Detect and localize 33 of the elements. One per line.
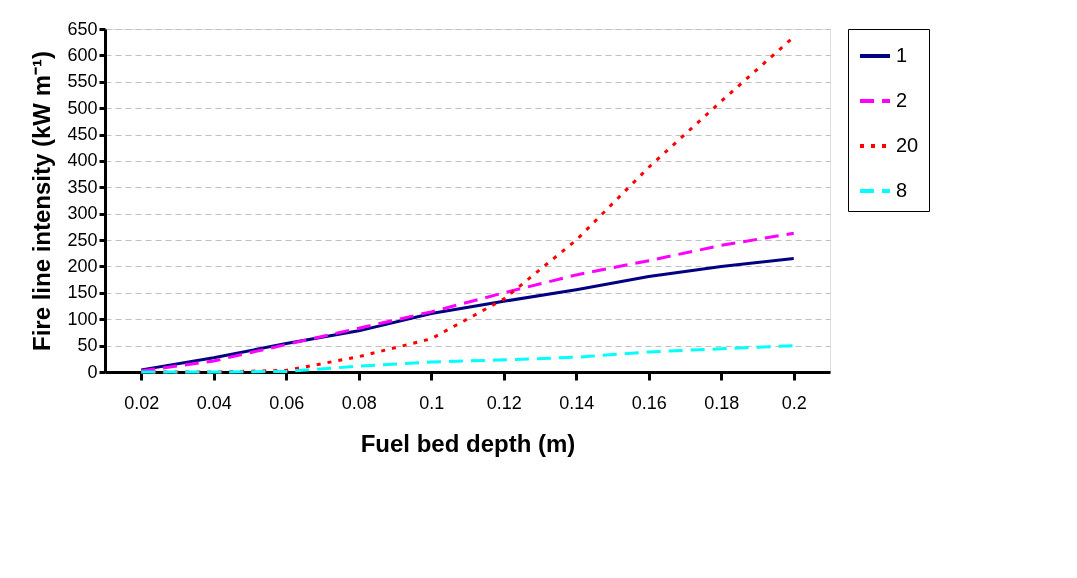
- x-tick-label: 0.02: [124, 392, 160, 413]
- y-tick-label: 100: [67, 308, 98, 329]
- legend-label: 1: [896, 44, 908, 66]
- y-tick-label: 0: [87, 361, 98, 382]
- x-tick-label: 0.16: [631, 392, 667, 413]
- legend-label: 2: [896, 89, 908, 111]
- x-tick-label: 0.08: [341, 392, 377, 413]
- y-tick-label: 550: [67, 71, 98, 92]
- y-tick-label: 300: [67, 203, 98, 224]
- y-tick-label: 400: [67, 150, 98, 171]
- x-axis-title: Fuel bed depth (m): [360, 429, 576, 457]
- x-tick-label: 0.18: [704, 392, 740, 413]
- y-tick-label: 600: [67, 44, 98, 65]
- y-tick-label: 350: [67, 176, 98, 197]
- x-tick-label: 0.12: [486, 392, 522, 413]
- y-axis-title: Fire line intensity (kW m⁻¹): [28, 50, 56, 352]
- x-tick-label: 0.06: [269, 392, 305, 413]
- y-tick-label: 200: [67, 255, 98, 276]
- x-tick-label: 0.14: [559, 392, 595, 413]
- y-tick-label: 250: [67, 229, 98, 250]
- y-tick-label: 650: [67, 18, 98, 39]
- line-series: [139, 231, 796, 373]
- y-tick-label: 150: [67, 282, 98, 303]
- y-tick-label: 500: [67, 97, 98, 118]
- legend-label: 8: [896, 179, 908, 201]
- line-series: [139, 344, 796, 374]
- x-tick-label: 0.1: [419, 392, 445, 413]
- y-tick-label: 50: [77, 335, 98, 356]
- line-series: [139, 257, 796, 372]
- x-tick-label: 0.2: [781, 392, 807, 413]
- x-tick-label: 0.04: [196, 392, 232, 413]
- legend-label: 20: [896, 134, 919, 156]
- y-tick-label: 450: [67, 124, 98, 145]
